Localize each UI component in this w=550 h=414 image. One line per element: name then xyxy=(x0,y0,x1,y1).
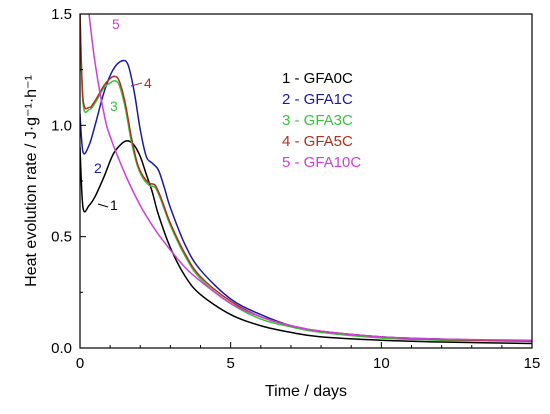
y-axis-ticks: 0.0 0.5 1.0 1.5 xyxy=(51,6,86,357)
legend: 1 - GFA0C 2 - GFA1C 3 - GFA3C 4 - GFA5C … xyxy=(282,70,361,171)
legend-entry-3: 3 - GFA3C xyxy=(282,112,353,129)
x-tick-label-2: 10 xyxy=(373,355,390,372)
series-line-3 xyxy=(80,14,532,343)
series-layer xyxy=(80,14,532,345)
curve-labels: 1 2 3 4 5 xyxy=(94,16,152,213)
series-line-5 xyxy=(88,14,532,341)
curve-label-1: 1 xyxy=(110,197,118,213)
legend-entry-4: 4 - GFA5C xyxy=(282,133,353,150)
x-tick-label-1: 5 xyxy=(226,355,234,372)
y-tick-label-0: 0.0 xyxy=(51,340,72,357)
x-axis-label: Time / days xyxy=(265,383,347,400)
curve-label-2: 2 xyxy=(94,160,102,176)
x-axis-ticks: 0 5 10 15 xyxy=(76,342,541,372)
y-tick-label-1: 0.5 xyxy=(51,229,72,246)
y-axis-label: Heat evolution rate / J·g⁻¹·h⁻¹ xyxy=(23,75,40,287)
curve-label-4-leader xyxy=(130,82,143,87)
curve-label-4: 4 xyxy=(144,75,152,91)
curve-label-1-leader xyxy=(97,203,109,208)
y-tick-label-2: 1.0 xyxy=(51,117,72,134)
x-tick-label-3: 15 xyxy=(524,355,541,372)
curve-label-3: 3 xyxy=(110,98,118,114)
legend-entry-1: 1 - GFA0C xyxy=(282,70,353,87)
y-tick-label-3: 1.5 xyxy=(51,6,72,23)
x-tick-label-0: 0 xyxy=(76,355,84,372)
series-line-1 xyxy=(80,140,532,345)
legend-entry-2: 2 - GFA1C xyxy=(282,91,353,108)
curve-label-5: 5 xyxy=(112,16,120,32)
legend-entry-5: 5 - GFA10C xyxy=(282,154,361,171)
